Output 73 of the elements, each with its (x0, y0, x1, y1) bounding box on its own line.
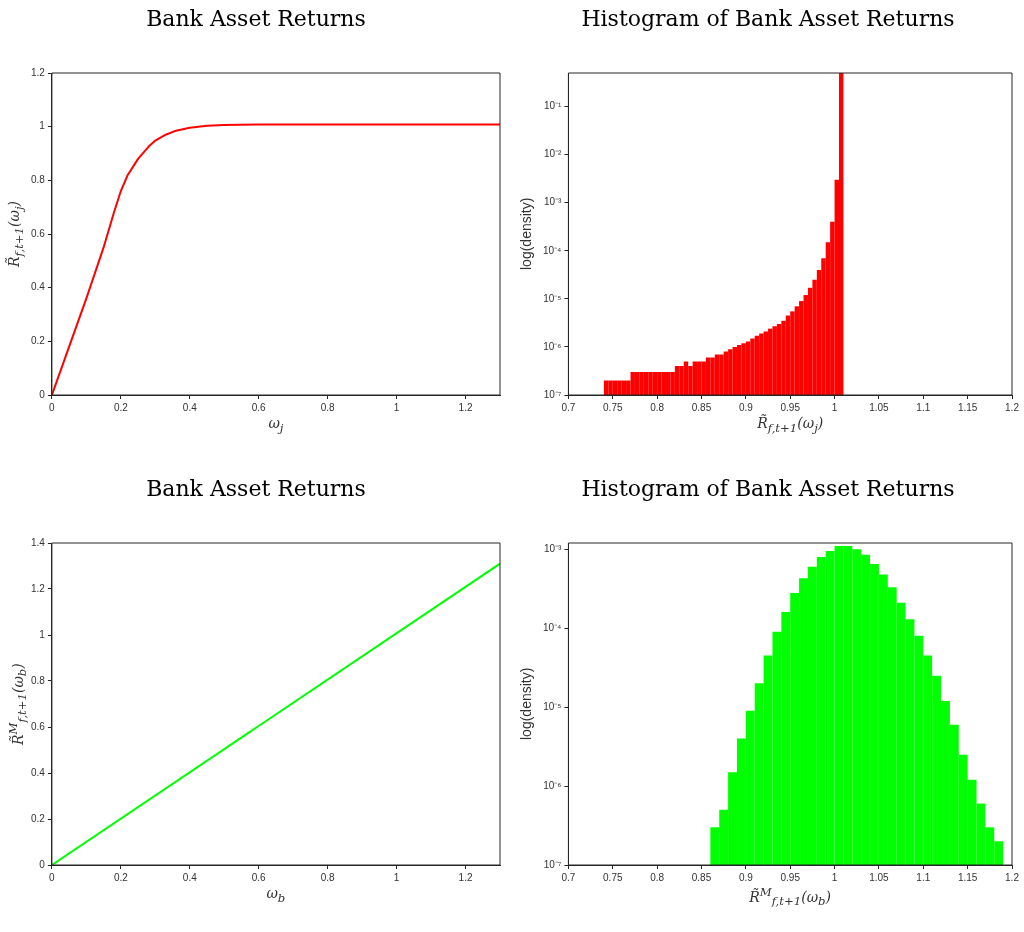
x-tick-label: 1.1 (916, 401, 931, 413)
x-axis-title: R̃$^{M}$$_{f,t+1}$(ω$_{b}$) (749, 885, 831, 909)
x-tick-label: 0 (49, 401, 56, 413)
y-tick-label: 0.4 (31, 766, 46, 778)
y-tick-label: 1 (39, 628, 46, 640)
y-tick-label: 10⁻⁴ (543, 244, 562, 256)
x-tick-label: 0.2 (113, 871, 129, 883)
y-tick-label: 0.4 (31, 281, 46, 293)
x-axis-title: ω$_{b}$ (266, 885, 286, 905)
x-tick-label: 0.75 (603, 871, 623, 883)
y-tick-label: 0.2 (31, 812, 46, 824)
y-tick-label: 1.4 (31, 536, 46, 548)
y-tick-label: 10⁻¹ (543, 100, 563, 112)
chart-title: Bank Asset Returns (145, 6, 367, 31)
x-tick-label: 0.95 (780, 401, 801, 413)
y-tick-label: 0 (39, 858, 46, 870)
x-tick-label: 1.15 (957, 401, 978, 413)
y-tick-label: 0 (39, 388, 46, 400)
y-tick-label: 10⁻³ (543, 196, 563, 208)
y-tick-label: 1 (39, 120, 46, 132)
x-tick-label: 0 (49, 871, 56, 883)
x-tick-label: 0.2 (113, 401, 129, 413)
x-axis-title: ω$_{j}$ (268, 415, 284, 435)
x-tick-label: 0.9 (738, 871, 754, 883)
x-tick-label: 0.6 (251, 871, 267, 883)
x-tick-label: 1 (393, 871, 400, 883)
y-tick-label: 10⁻⁵ (543, 292, 562, 304)
y-tick-label: 0.8 (31, 674, 46, 686)
x-tick-label: 1.05 (869, 871, 890, 883)
chart-title: Histogram of Bank Asset Returns (580, 476, 956, 501)
y-tick-label: 0.6 (31, 227, 46, 239)
x-tick-label: 0.9 (738, 401, 754, 413)
x-tick-label: 0.6 (251, 401, 267, 413)
x-tick-label: 0.95 (780, 871, 801, 883)
y-tick-label: 10⁻² (543, 148, 563, 160)
y-tick-label: 1.2 (31, 66, 46, 78)
x-axis-title: R̃$_{f,t+1}$(ω$_{j}$) (757, 415, 824, 435)
x-tick-label: 0.8 (320, 401, 336, 413)
y-tick-label: 10⁻⁷ (543, 858, 562, 870)
y-tick-label: 10⁻³ (543, 543, 563, 554)
x-tick-label: 0.7 (561, 871, 576, 883)
x-tick-label: 0.85 (691, 401, 712, 413)
x-tick-label: 0.85 (691, 871, 712, 883)
x-tick-label: 0.75 (603, 401, 623, 413)
y-tick-label: 10⁻⁶ (543, 779, 562, 791)
x-tick-label: 1.15 (957, 871, 978, 883)
y-tick-label: 10⁻⁶ (543, 340, 562, 352)
chart-title: Histogram of Bank Asset Returns (580, 6, 956, 31)
y-tick-label: 0.8 (31, 174, 46, 186)
x-tick-label: 1.2 (458, 871, 473, 883)
x-tick-label: 0.8 (650, 871, 665, 883)
x-tick-label: 0.4 (182, 401, 198, 413)
y-tick-label: 0.2 (31, 335, 46, 347)
x-tick-label: 0.8 (320, 871, 336, 883)
x-tick-label: 1.2 (1005, 401, 1020, 413)
y-tick-label: 1.2 (31, 582, 46, 594)
x-tick-label: 1 (831, 401, 838, 413)
y-axis-title: log(density) (518, 197, 534, 270)
x-tick-label: 1 (831, 871, 838, 883)
x-tick-label: 0.4 (182, 871, 198, 883)
y-axis-title: log(density) (518, 667, 534, 740)
y-tick-label: 0.6 (31, 720, 46, 732)
chart-title: Bank Asset Returns (145, 476, 367, 501)
x-tick-label: 0.7 (561, 401, 576, 413)
x-tick-label: 1.2 (458, 401, 473, 413)
y-tick-label: 10⁻⁵ (543, 700, 562, 712)
y-tick-label: 10⁻⁴ (543, 621, 562, 633)
y-tick-label: 10⁻⁷ (543, 388, 562, 400)
x-tick-label: 1.05 (869, 401, 890, 413)
x-tick-label: 1.1 (916, 871, 931, 883)
x-tick-label: 0.8 (650, 401, 665, 413)
x-tick-label: 1 (393, 401, 400, 413)
x-tick-label: 1.2 (1005, 871, 1020, 883)
